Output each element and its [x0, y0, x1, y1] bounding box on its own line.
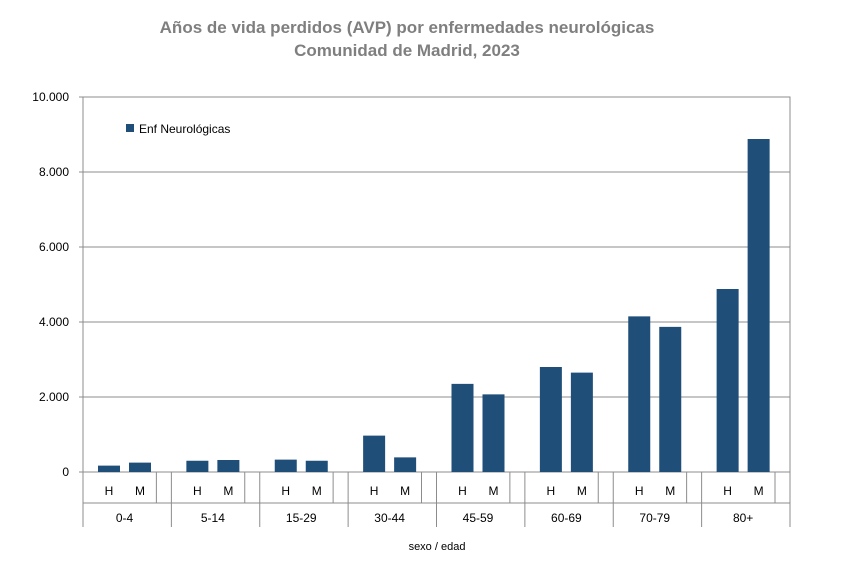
bar-0-4-M	[129, 462, 151, 472]
bars	[98, 139, 770, 472]
x-group-label: 45-59	[463, 511, 494, 525]
chart-subtitle: Comunidad de Madrid, 2023	[294, 41, 520, 60]
x-group-label: 70-79	[639, 511, 670, 525]
y-tick-label: 6.000	[39, 240, 69, 254]
legend-label: Enf Neurológicas	[139, 122, 230, 136]
x-subcategory-label: M	[223, 484, 233, 498]
x-subcategory-label: M	[577, 484, 587, 498]
chart-title: Años de vida perdidos (AVP) por enfermed…	[160, 18, 655, 37]
x-subcategory-label: H	[105, 484, 114, 498]
legend-swatch	[126, 124, 134, 132]
bar-5-14-H	[186, 460, 209, 472]
x-subcategory-label: M	[312, 484, 322, 498]
x-subcategory-label: M	[135, 484, 145, 498]
bar-45-59-H	[451, 383, 474, 472]
x-subcategory-label: H	[458, 484, 467, 498]
x-subcategory-label: M	[489, 484, 499, 498]
x-group-label: 60-69	[551, 511, 582, 525]
x-subcategory-label: M	[754, 484, 764, 498]
bar-30-44-M	[394, 457, 417, 472]
bar-80+-H	[716, 289, 739, 472]
x-subcategory-label: M	[400, 484, 410, 498]
y-tick-label: 4.000	[39, 315, 69, 329]
x-subcategory-label: H	[281, 484, 290, 498]
x-axis-label: sexo / edad	[409, 541, 466, 553]
bar-0-4-H	[98, 465, 120, 472]
bar-70-79-H	[628, 316, 651, 472]
bar-15-29-H	[274, 459, 297, 472]
x-group-label: 80+	[733, 511, 753, 525]
legend: Enf Neurológicas	[126, 122, 230, 136]
bar-5-14-M	[217, 460, 240, 472]
bar-60-69-M	[570, 372, 593, 472]
bar-15-29-M	[305, 460, 328, 472]
x-group-label: 5-14	[201, 511, 225, 525]
x-subcategory-label: M	[665, 484, 675, 498]
y-axis-ticks: 0 2.000 4.000 6.000 8.000 10.000	[32, 90, 83, 479]
x-subcategory-label: H	[723, 484, 732, 498]
x-group-label: 0-4	[116, 511, 134, 525]
bar-80+-M	[747, 139, 770, 472]
x-subcategory-label: H	[193, 484, 202, 498]
bar-30-44-H	[363, 435, 386, 472]
y-tick-label: 0	[62, 465, 69, 479]
x-subcategory-label: H	[635, 484, 644, 498]
plot-area-border	[82, 96, 791, 473]
y-tick-label: 10.000	[32, 90, 69, 104]
bar-70-79-M	[659, 326, 682, 472]
x-group-label: 30-44	[374, 511, 405, 525]
bar-45-59-M	[482, 394, 505, 472]
x-axis: H M0-4H M5-14H M15-29H M30-44H M45-59H M60-69H…	[82, 472, 791, 527]
y-tick-label: 2.000	[39, 390, 69, 404]
x-subcategory-label: H	[370, 484, 379, 498]
x-subcategory-label: H	[547, 484, 556, 498]
gridlines	[83, 171, 790, 398]
y-tick-label: 8.000	[39, 165, 69, 179]
x-group-label: 15-29	[286, 511, 317, 525]
bar-60-69-H	[539, 367, 562, 472]
